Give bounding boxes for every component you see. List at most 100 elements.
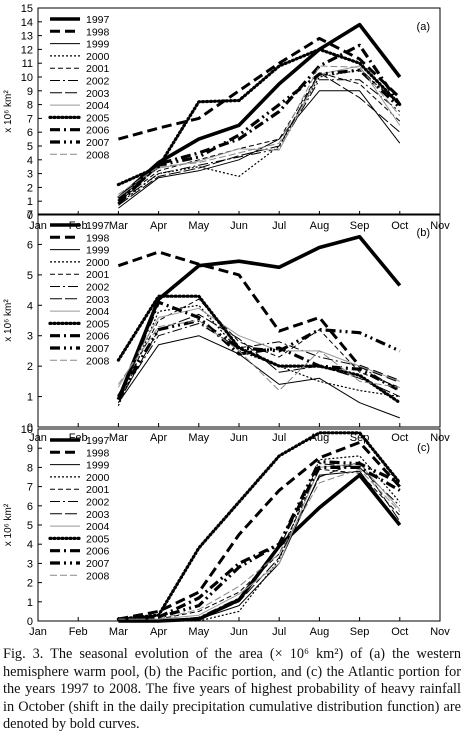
- panel-a-ylabel: x 10⁶ km²: [3, 90, 14, 133]
- panel-c-xtick-label: Jan: [29, 626, 47, 638]
- panel-c-ylabel: x 10⁶ km²: [3, 503, 14, 546]
- panel-b-ytick-label: 5: [27, 270, 33, 282]
- panel-b-ytick-label: 2: [27, 361, 33, 373]
- panel-a-series-2003: [118, 72, 401, 206]
- panel-b-series-1997: [116, 235, 402, 401]
- panel-b-legend-label-2006: 2006: [86, 331, 110, 343]
- panel-a-ytick-label: 9: [27, 86, 33, 98]
- panel-a-legend-label-2008: 2008: [86, 149, 110, 161]
- panel-a-label: (a): [417, 21, 430, 33]
- panel-c-series-1999: [118, 470, 401, 622]
- panel-b-legend: 1997199819992000200120022003200420052006…: [48, 220, 110, 367]
- figure-caption: Fig. 3. The seasonal evolution of the ar…: [3, 646, 461, 733]
- panel-b-legend-label-2004: 2004: [86, 306, 110, 318]
- panel-b-ytick-label: 0: [27, 422, 33, 434]
- panel-b-legend-label-2001: 2001: [86, 269, 110, 281]
- panel-a-ytick-label: 10: [21, 72, 33, 84]
- panel-a-ytick-label: 4: [27, 155, 33, 167]
- panel-c-xtick-label: Oct: [391, 626, 408, 638]
- panel-b-legend-label-2003: 2003: [86, 294, 110, 306]
- panel-a-series-1997: [117, 22, 402, 200]
- panel-c-ytick-label: 3: [27, 558, 33, 570]
- panel-a-series-2006: [117, 43, 402, 206]
- panel-c-xtick-label: Sep: [350, 626, 370, 638]
- panel-a-xtick-label: Jun: [230, 220, 248, 232]
- panel-a-xtick-label: Mar: [109, 220, 128, 232]
- panel-b-legend-label-2000: 2000: [86, 257, 110, 269]
- panel-c-series-2002: [118, 463, 401, 622]
- panel-a-series-2005: [116, 47, 402, 187]
- panel-a-legend-label-2005: 2005: [86, 112, 110, 124]
- panel-b-legend-label-2005: 2005: [86, 318, 110, 330]
- panel-a-xtick-label: Jul: [272, 220, 286, 232]
- panel-a-legend-label-2002: 2002: [86, 76, 110, 88]
- panel-a-legend-label-2006: 2006: [86, 125, 110, 137]
- panel-a-ytick-label: 13: [21, 31, 33, 43]
- panel-c-ytick-label: 0: [27, 616, 33, 628]
- panel-a-ytick-label: 6: [27, 127, 33, 139]
- panel-c-ytick-label: 1: [27, 597, 33, 609]
- panel-a-ytick-label: 1: [27, 196, 33, 208]
- panel-c-legend-label-2007: 2007: [86, 558, 110, 570]
- panel-a-ytick-label: 11: [22, 58, 33, 70]
- panel-b-legend-label-2008: 2008: [86, 355, 110, 367]
- panel-a-series-2007: [117, 68, 401, 203]
- panel-b-series-2004: [117, 307, 400, 388]
- panel-a-legend-label-2003: 2003: [86, 88, 110, 100]
- panel-b-series-1999: [117, 335, 400, 419]
- panel-b-ytick-label: 6: [27, 239, 33, 251]
- panel-a-legend: 1997199819992000200120022003200420052006…: [48, 14, 110, 161]
- panel-b-ytick-label: 4: [27, 300, 33, 312]
- panel-c-series-2008: [118, 468, 401, 620]
- panel-c-series-1997: [118, 473, 402, 623]
- panel-b-xtick-label: Oct: [391, 432, 408, 444]
- panel-c-legend-label-2006: 2006: [86, 546, 110, 558]
- panel-c-legend-label-1998: 1998: [86, 447, 110, 459]
- panel-b-xtick-label: May: [188, 432, 209, 444]
- panel-b-legend-label-2007: 2007: [86, 343, 110, 355]
- panel-c-xtick-label: Nov: [430, 626, 450, 638]
- panel-a-legend-label-2004: 2004: [86, 100, 110, 112]
- panel-c-ytick-label: 8: [27, 462, 33, 474]
- panel-c-ytick-label: 2: [27, 578, 33, 590]
- panel-c-xtick-label: May: [188, 626, 209, 638]
- panel-c-legend-label-2000: 2000: [86, 472, 110, 484]
- panel-b-series-2008: [117, 320, 400, 391]
- panel-b-xtick-label: Jul: [272, 432, 286, 444]
- panel-a-legend-label-2007: 2007: [86, 137, 110, 149]
- panel-a-series-2008: [118, 65, 401, 195]
- panel-a-legend-label-2000: 2000: [86, 51, 110, 63]
- panel-b-xtick-label: Jun: [230, 432, 248, 444]
- panel-b-xtick-label: Mar: [109, 432, 128, 444]
- panel-b-series-2002: [117, 323, 401, 400]
- panel-a-legend-label-1999: 1999: [86, 39, 110, 51]
- panel-c-series-2003: [118, 461, 401, 622]
- panel-a-xtick-label: Sep: [350, 220, 370, 232]
- panel-c-ytick-label: 10: [21, 424, 33, 436]
- panel-c-series-2005: [116, 431, 402, 621]
- panel-a-ytick-label: 15: [21, 3, 33, 15]
- panel-c-legend-label-2008: 2008: [86, 570, 110, 582]
- panel-a-ytick-label: 8: [27, 100, 33, 112]
- panel-a-ytick-label: 12: [21, 44, 33, 56]
- panel-b-ytick-label: 7: [27, 209, 33, 221]
- panel-c-series-2006: [118, 465, 401, 621]
- panel-c-legend-label-1997: 1997: [86, 435, 110, 447]
- panel-b-series-1998: [117, 250, 401, 383]
- panel-c-legend-label-2003: 2003: [86, 509, 110, 521]
- chart-stack: 0123456789101112131415JanFebMarAprMayJun…: [3, 3, 450, 638]
- panel-a-xtick-label: Aug: [310, 220, 330, 232]
- panel-c-series-2007: [118, 460, 401, 621]
- panel-b-legend-label-2002: 2002: [86, 282, 110, 294]
- panel-c-legend-label-1999: 1999: [86, 460, 110, 472]
- panel-a-legend-label-1997: 1997: [86, 14, 110, 26]
- panel-a-series-2000: [118, 69, 401, 205]
- panel-c-legend-label-2004: 2004: [86, 521, 110, 533]
- panel-a-series-1998: [118, 36, 401, 141]
- panel-a-ytick-label: 2: [27, 182, 33, 194]
- panel-b-ylabel: x 10⁶ km²: [3, 299, 14, 342]
- panel-a-ytick-label: 14: [21, 17, 33, 29]
- panel-b-xtick-label: Feb: [69, 432, 88, 444]
- panel-c-legend: 1997199819992000200120022003200420052006…: [48, 435, 110, 582]
- panel-b-series-2007: [117, 318, 401, 398]
